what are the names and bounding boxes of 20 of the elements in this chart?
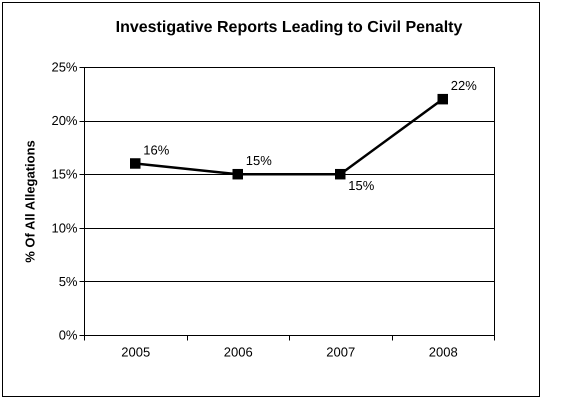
x-tick-label: 2007 [326, 344, 356, 360]
y-tick-label: 25% [51, 60, 78, 74]
data-label: 22% [450, 78, 478, 94]
y-axis-title: % Of All Allegations [22, 140, 38, 263]
data-label: 15% [246, 153, 272, 168]
x-tick-label: 2008 [428, 344, 458, 360]
point [130, 158, 140, 169]
y-tick-label: 15% [51, 166, 78, 182]
data-label: 15% [348, 178, 375, 194]
point [335, 168, 346, 180]
x-tick-label: 2006 [224, 344, 253, 360]
point [438, 94, 448, 104]
point [232, 168, 243, 180]
y-tick-label: 0% [58, 328, 78, 342]
data-label: 16% [143, 142, 170, 158]
y-tick-label: 20% [51, 113, 78, 128]
chart-title: Investigative Reports Leading to Civil Penalty [116, 19, 462, 36]
y-tick-label: 5% [58, 274, 78, 289]
y-tick-label: 10% [51, 220, 78, 236]
x-tick-label: 2005 [121, 344, 150, 360]
